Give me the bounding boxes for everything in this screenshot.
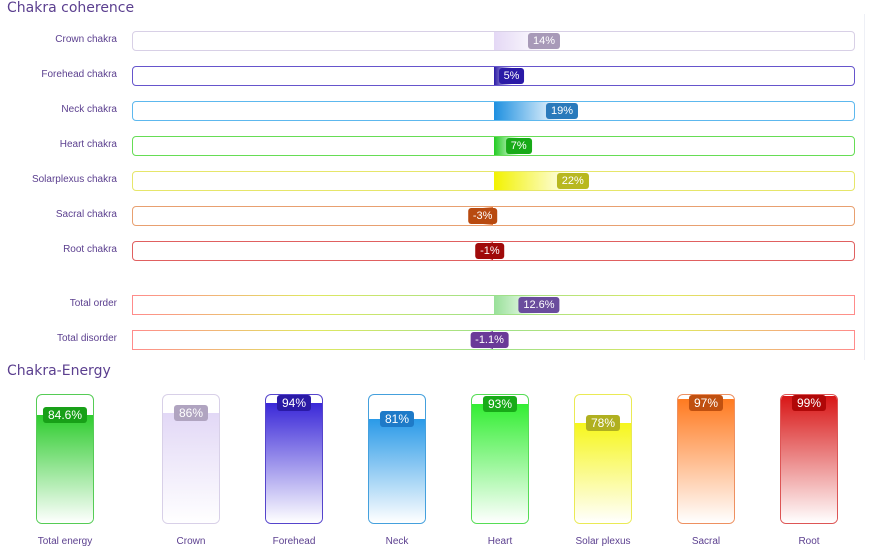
coherence-value-label: 14%: [527, 33, 560, 49]
chakra-coherence-panel: [6, 14, 865, 360]
coherence-value-label: 5%: [498, 68, 525, 84]
energy-title: Chakra-Energy: [7, 363, 111, 379]
energy-column: 93%: [471, 394, 529, 524]
coherence-row: Sacral chakra -3%: [0, 206, 872, 226]
energy-tube: 97%: [677, 394, 735, 524]
energy-value-label: 81%: [379, 411, 415, 428]
coherence-track: 14%: [132, 31, 855, 51]
energy-category-label: Crown: [176, 536, 206, 547]
energy-tube: 78%: [574, 394, 632, 524]
energy-category-label: Root: [798, 536, 820, 547]
coherence-track: 5%: [132, 66, 855, 86]
coherence-row: Crown chakra 14%: [0, 31, 872, 51]
coherence-row-label: Solarplexus chakra: [31, 174, 117, 185]
coherence-row-label: Neck chakra: [61, 104, 117, 115]
energy-bar: [678, 398, 734, 523]
coherence-row: Neck chakra 19%: [0, 101, 872, 121]
coherence-value-label: -1%: [475, 243, 505, 259]
energy-bar: [163, 412, 219, 523]
energy-value-label: 94%: [276, 395, 312, 411]
coherence-value-label: 22%: [556, 173, 589, 189]
energy-bar: [472, 403, 528, 523]
coherence-value-label: -1.1%: [470, 332, 509, 348]
energy-bar: [37, 414, 93, 523]
energy-category-label: Solar plexus: [575, 536, 631, 547]
coherence-row: Solarplexus chakra 22%: [0, 171, 872, 191]
energy-tube: 81%: [368, 394, 426, 524]
energy-value-label: 97%: [688, 395, 724, 411]
coherence-track: -1%: [132, 241, 855, 261]
energy-value-label: 93%: [482, 395, 518, 412]
coherence-row: Root chakra -1%: [0, 241, 872, 261]
energy-column: 78%: [574, 394, 632, 524]
coherence-value-label: 12.6%: [518, 297, 560, 313]
energy-column: 81%: [368, 394, 426, 524]
energy-value-label: 84.6%: [42, 406, 88, 423]
coherence-title: Chakra coherence: [7, 0, 135, 16]
coherence-row: Total order 12.6%: [0, 295, 872, 315]
coherence-value-label: 19%: [545, 103, 578, 119]
coherence-bar: [493, 172, 573, 190]
energy-value-label: 99%: [791, 395, 827, 411]
coherence-value-label: 7%: [505, 138, 532, 154]
coherence-track: 12.6%: [132, 295, 855, 315]
energy-category-label: Heart: [487, 536, 513, 547]
energy-category-label: Forehead: [272, 536, 316, 547]
energy-bar: [369, 419, 425, 523]
coherence-row: Forehead chakra 5%: [0, 66, 872, 86]
energy-bar: [266, 402, 322, 523]
coherence-row-label: Total order: [69, 298, 117, 309]
coherence-track: -3%: [132, 206, 855, 226]
coherence-track: 7%: [132, 136, 855, 156]
coherence-track: -1.1%: [132, 330, 855, 350]
energy-tube: 86%: [162, 394, 220, 524]
energy-column: 97%: [677, 394, 735, 524]
energy-category-label: Total energy: [37, 536, 93, 547]
coherence-value-label: -3%: [467, 208, 498, 224]
coherence-row: Heart chakra 7%: [0, 136, 872, 156]
coherence-row-label: Heart chakra: [59, 139, 117, 150]
energy-column: 99%: [780, 394, 838, 524]
energy-tube: 94%: [265, 394, 323, 524]
energy-category-label: Neck: [385, 536, 409, 547]
coherence-row-label: Crown chakra: [55, 34, 117, 45]
coherence-track: 22%: [132, 171, 855, 191]
energy-tube: 99%: [780, 394, 838, 524]
coherence-row-label: Forehead chakra: [41, 69, 117, 80]
coherence-row: Total disorder -1.1%: [0, 330, 872, 350]
energy-column: 94%: [265, 394, 323, 524]
energy-column: 84.6%: [36, 394, 94, 524]
energy-bar: [575, 423, 631, 523]
coherence-track: 19%: [132, 101, 855, 121]
energy-value-label: 86%: [173, 404, 209, 421]
energy-category-label: Sacral: [691, 536, 721, 547]
energy-tube: 84.6%: [36, 394, 94, 524]
coherence-row-label: Total disorder: [56, 333, 117, 344]
coherence-row-label: Root chakra: [63, 244, 117, 255]
energy-column: 86%: [162, 394, 220, 524]
energy-bar: [781, 396, 837, 523]
energy-tube: 93%: [471, 394, 529, 524]
energy-value-label: 78%: [585, 415, 621, 432]
coherence-row-label: Sacral chakra: [55, 209, 117, 220]
coherence-bar: [493, 102, 562, 120]
